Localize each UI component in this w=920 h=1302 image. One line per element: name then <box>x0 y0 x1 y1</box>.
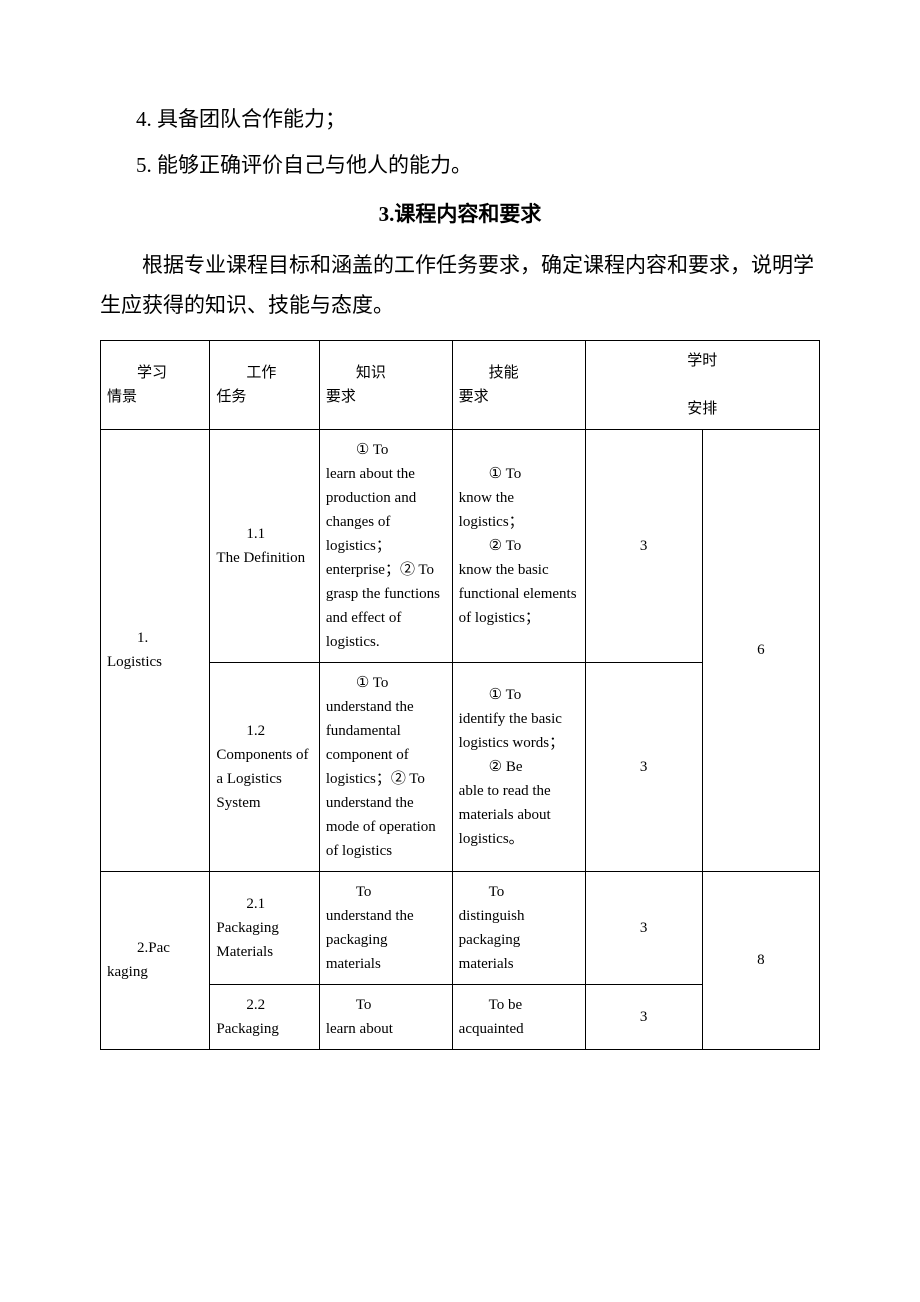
header-knowledge: 知识 要求 <box>319 340 452 429</box>
scene-name: kaging <box>107 964 148 980</box>
knowledge-first: To <box>326 993 446 1017</box>
knowledge-rest: learn about <box>326 1021 393 1037</box>
skill-cell: To be acquainted <box>452 984 585 1049</box>
task-index: 2.1 <box>216 892 312 916</box>
intro-paragraph: 根据专业课程目标和涵盖的工作任务要求，确定课程内容和要求，说明学生应获得的知识、… <box>100 246 820 326</box>
task-cell: 1.2 Components of a Logistics System <box>210 662 319 871</box>
skill-first: To <box>459 880 579 904</box>
skill-first: To be <box>459 993 579 1017</box>
section-heading: 3.课程内容和要求 <box>100 198 820 228</box>
skill-rest: acquainted <box>459 1021 524 1037</box>
knowledge-cell: To learn about <box>319 984 452 1049</box>
hours-cell: 3 <box>585 429 702 662</box>
knowledge-first: ① To <box>326 671 446 695</box>
knowledge-rest: learn about the production and changes o… <box>326 466 440 650</box>
task-name: The Definition <box>216 550 305 566</box>
scene-index: 2.Pac <box>107 936 203 960</box>
task-index: 1.1 <box>216 522 312 546</box>
hours-cell: 3 <box>585 662 702 871</box>
header-task: 工作 任务 <box>210 340 319 429</box>
knowledge-cell: ① To learn about the production and chan… <box>319 429 452 662</box>
header-text: 情景 <box>107 385 137 409</box>
header-text: 安排 <box>687 401 717 417</box>
knowledge-rest: understand the fundamental component of … <box>326 699 436 859</box>
scene-cell: 2.Pac kaging <box>101 871 210 1049</box>
header-text: 学习 <box>137 365 167 381</box>
table-row: 2.Pac kaging 2.1 Packaging Materials To … <box>101 871 820 984</box>
scene-index: 1. <box>107 626 203 650</box>
header-text: 任务 <box>216 385 246 409</box>
task-index: 2.2 <box>216 993 312 1017</box>
header-text: 知识 <box>356 365 386 381</box>
scene-cell: 1. Logistics <box>101 429 210 871</box>
header-hours: 学时 安排 <box>585 340 820 429</box>
scene-hours-cell: 6 <box>702 429 819 871</box>
table-header-row: 学习 情景 工作 任务 知识 要求 技能 要求 学时 安排 <box>101 340 820 429</box>
skill-first2: ② Be <box>459 755 579 779</box>
skill-rest: distinguish packaging materials <box>459 908 525 972</box>
content-table: 学习 情景 工作 任务 知识 要求 技能 要求 学时 安排 1. <box>100 340 820 1050</box>
task-cell: 2.2 Packaging <box>210 984 319 1049</box>
knowledge-cell: ① To understand the fundamental componen… <box>319 662 452 871</box>
document-page: 4. 具备团队合作能力； 5. 能够正确评价自己与他人的能力。 3.课程内容和要… <box>0 0 920 1130</box>
skill-first: ① To <box>459 462 579 486</box>
task-cell: 1.1 The Definition <box>210 429 319 662</box>
header-text: 要求 <box>459 385 489 409</box>
task-index: 1.2 <box>216 719 312 743</box>
hours-cell: 3 <box>585 984 702 1049</box>
skill-cell: To distinguish packaging materials <box>452 871 585 984</box>
skill-rest: know the logistics； <box>459 490 524 530</box>
bullet-item: 4. 具备团队合作能力； <box>136 100 820 140</box>
scene-name: Logistics <box>107 654 162 670</box>
skill-rest2: able to read the materials about logisti… <box>459 783 551 847</box>
header-skill: 技能 要求 <box>452 340 585 429</box>
table-row: 1. Logistics 1.1 The Definition ① To lea… <box>101 429 820 662</box>
knowledge-cell: To understand the packaging materials <box>319 871 452 984</box>
header-text: 学时 <box>687 353 717 369</box>
task-name: Components of a Logistics System <box>216 747 308 811</box>
skill-rest: identify the basic logistics words； <box>459 711 564 751</box>
header-text: 工作 <box>246 365 276 381</box>
header-text: 技能 <box>489 365 519 381</box>
bullet-item: 5. 能够正确评价自己与他人的能力。 <box>136 146 820 186</box>
skill-cell: ① To know the logistics； ② To know the b… <box>452 429 585 662</box>
header-text: 要求 <box>326 385 356 409</box>
task-name: Packaging <box>216 1021 278 1037</box>
skill-cell: ① To identify the basic logistics words；… <box>452 662 585 871</box>
knowledge-rest: understand the packaging materials <box>326 908 414 972</box>
hours-cell: 3 <box>585 871 702 984</box>
task-cell: 2.1 Packaging Materials <box>210 871 319 984</box>
knowledge-first: ① To <box>326 438 446 462</box>
skill-first2: ② To <box>459 534 579 558</box>
scene-hours-cell: 8 <box>702 871 819 1049</box>
task-name: Packaging Materials <box>216 920 278 960</box>
knowledge-first: To <box>326 880 446 904</box>
header-scene: 学习 情景 <box>101 340 210 429</box>
skill-rest2: know the basic functional elements of lo… <box>459 562 577 626</box>
skill-first: ① To <box>459 683 579 707</box>
